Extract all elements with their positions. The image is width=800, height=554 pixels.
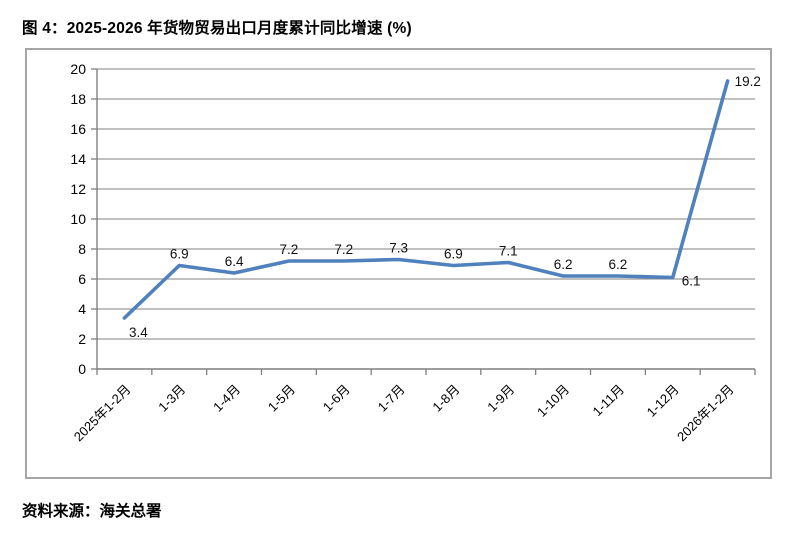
svg-text:0: 0 (78, 361, 86, 377)
svg-text:3.4: 3.4 (129, 325, 148, 340)
svg-text:7.2: 7.2 (280, 242, 299, 257)
figure-title: 图 4：2025-2026 年货物贸易出口月度累计同比增速 (%) (22, 20, 412, 37)
svg-text:1-7月: 1-7月 (375, 382, 408, 415)
svg-text:16: 16 (70, 121, 86, 137)
svg-text:1-3月: 1-3月 (155, 382, 188, 415)
svg-text:1-12月: 1-12月 (644, 382, 682, 420)
svg-text:7.1: 7.1 (499, 244, 518, 259)
svg-text:1-9月: 1-9月 (484, 382, 517, 415)
line-chart-svg: 0 2 4 6 8 10 12 14 16 18 20 2025年1-2月 1-3月 1-4月 1-5月 1-… (70, 61, 761, 445)
svg-text:1-8月: 1-8月 (429, 382, 462, 415)
svg-text:6.2: 6.2 (554, 257, 573, 272)
svg-text:2025年1-2月: 2025年1-2月 (71, 382, 134, 445)
svg-text:19.2: 19.2 (735, 74, 761, 89)
svg-text:8: 8 (78, 241, 86, 257)
svg-text:6.9: 6.9 (170, 247, 189, 262)
source-note: 资料来源：海关总署 (22, 503, 162, 520)
svg-text:1-10月: 1-10月 (534, 382, 572, 420)
svg-text:12: 12 (70, 181, 86, 197)
svg-text:6: 6 (78, 271, 86, 287)
svg-text:10: 10 (70, 211, 86, 227)
svg-text:6.1: 6.1 (682, 274, 701, 289)
svg-text:14: 14 (70, 151, 86, 167)
svg-text:7.3: 7.3 (389, 241, 408, 256)
svg-text:2: 2 (78, 331, 86, 347)
svg-text:6.9: 6.9 (444, 247, 463, 262)
svg-text:1-4月: 1-4月 (210, 382, 243, 415)
svg-text:1-6月: 1-6月 (320, 382, 353, 415)
svg-text:18: 18 (70, 91, 86, 107)
chart-area: 0 2 4 6 8 10 12 14 16 18 20 2025年1-2月 1-3月 1-4月 1-5月 1-… (25, 48, 772, 479)
svg-text:1-5月: 1-5月 (265, 382, 298, 415)
svg-text:7.2: 7.2 (334, 242, 353, 257)
svg-text:20: 20 (70, 61, 86, 77)
svg-text:6.2: 6.2 (609, 257, 628, 272)
svg-text:2026年1-2月: 2026年1-2月 (674, 382, 737, 445)
svg-text:1-11月: 1-11月 (590, 382, 628, 420)
svg-text:4: 4 (78, 301, 86, 317)
svg-text:6.4: 6.4 (225, 254, 244, 269)
